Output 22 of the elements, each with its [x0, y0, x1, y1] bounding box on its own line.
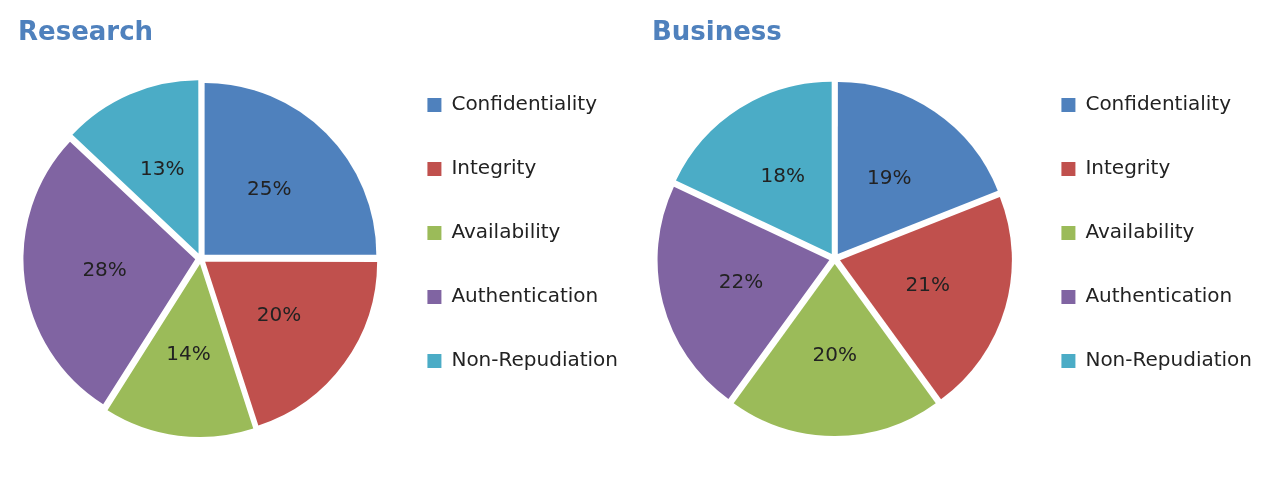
data-label: 19% [866, 164, 912, 189]
data-label: 20% [256, 301, 302, 326]
data-label: 28% [82, 256, 127, 281]
legend-label: Non-Repudiation [1085, 347, 1253, 372]
chart-title: Research [18, 16, 154, 47]
legend-label: Availability [1085, 219, 1195, 244]
legend-label: Authentication [1085, 283, 1233, 308]
data-label: 18% [760, 163, 806, 188]
legend-label: Availability [451, 219, 561, 244]
legend-label: Confidentiality [1085, 91, 1232, 116]
data-label: 21% [905, 271, 950, 296]
data-label: 14% [166, 340, 211, 365]
legend-label: Authentication [451, 283, 599, 308]
data-label: 13% [140, 155, 185, 180]
data-label: 20% [812, 341, 857, 366]
legend-label: Non-Repudiation [451, 347, 619, 372]
legend-label: Integrity [451, 155, 537, 180]
chart-title: Business [652, 16, 782, 47]
data-label: 25% [246, 176, 292, 201]
data-label: 22% [718, 268, 764, 293]
legend-label: Confidentiality [451, 91, 598, 116]
legend-label: Integrity [1085, 155, 1171, 180]
